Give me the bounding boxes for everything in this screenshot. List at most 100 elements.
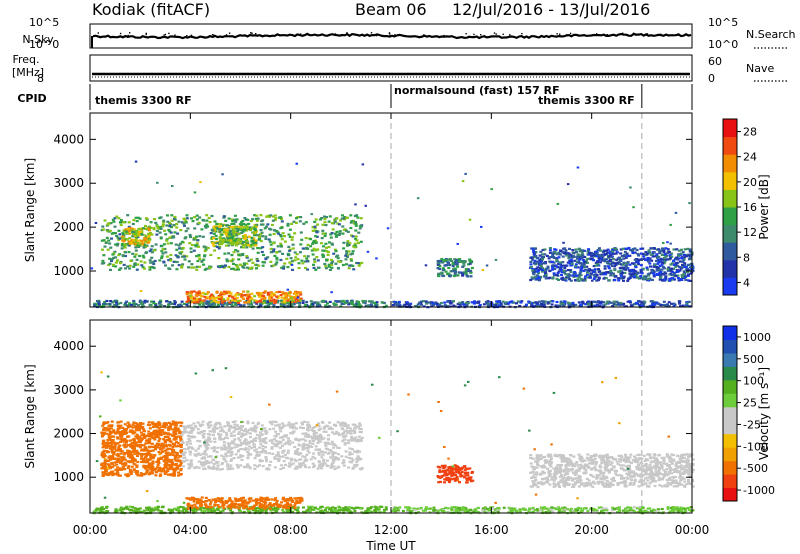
velocity-echo-cell	[154, 471, 158, 474]
velocity-echo-cell	[121, 458, 125, 461]
velocity-echo-cell	[192, 500, 196, 503]
power-echo-cell	[560, 264, 564, 267]
power-echo-cell	[260, 250, 264, 254]
power-echo-cell	[573, 259, 577, 262]
power-echo-cell	[464, 270, 468, 273]
power-echo-cell	[245, 225, 249, 228]
power-echo-cell	[662, 256, 666, 259]
power-echo-cell	[688, 254, 692, 257]
power-echo-cell	[673, 278, 676, 281]
power-echo-cell	[596, 248, 600, 252]
velocity-echo-cell	[364, 510, 368, 513]
velocity-echo-cell	[267, 503, 271, 506]
velocity-echo-cell	[157, 439, 161, 442]
power-echo-cell	[351, 264, 355, 267]
velocity-echo-cell	[178, 459, 182, 462]
power-echo-cell	[208, 297, 212, 301]
power-echo-cell	[145, 217, 149, 220]
power-echo-cell	[632, 268, 636, 271]
velocity-echo-cell	[110, 435, 114, 438]
power-echo-cell	[186, 305, 190, 308]
velocity-echo-cell	[173, 451, 177, 454]
power-echo-cell	[121, 235, 125, 238]
power-echo-cell	[238, 242, 242, 245]
power-echo-cell	[202, 258, 206, 261]
power-echo-cell	[205, 302, 209, 305]
velocity-echo-cell	[100, 435, 104, 438]
power-echo-cell	[658, 278, 662, 281]
velocity-echo-cell	[165, 454, 169, 457]
velocity-echo-cell	[204, 500, 208, 503]
power-echo-cell	[323, 215, 326, 218]
power-echo-cell	[135, 220, 139, 223]
velocity-echo-cell	[174, 455, 178, 458]
power-echo-cell	[330, 242, 334, 245]
power-echo-cell	[247, 300, 251, 303]
power-echo-cell	[444, 270, 448, 273]
power-echo-cell	[569, 264, 573, 267]
power-echo-cell	[268, 240, 272, 243]
velocity-echo-cell	[110, 462, 114, 465]
power-echo-cell	[274, 263, 278, 266]
velocity-echo-cell	[156, 458, 160, 462]
power-echo-cell	[532, 253, 536, 256]
velocity-echo-cell	[176, 456, 180, 459]
power-echo-cell	[263, 299, 266, 302]
power-echo-cell	[668, 279, 672, 282]
power-echo-cell	[135, 230, 139, 233]
velocity-echo-cell	[147, 430, 151, 433]
power-echo-cell	[534, 275, 538, 278]
power-echo-cell	[141, 254, 145, 257]
power-echo-cell	[324, 304, 328, 307]
power-echo-cell	[652, 251, 656, 254]
power-echo-cell	[153, 259, 157, 263]
power-echo-cell	[279, 294, 283, 297]
power-echo-cell	[111, 253, 115, 256]
power-echo-cell	[688, 279, 692, 282]
power-speckle	[669, 223, 672, 226]
velocity-echo-cell	[141, 473, 145, 476]
power-echo-cell	[278, 290, 281, 293]
velocity-echo-cell	[106, 438, 110, 441]
power-echo-cell	[219, 297, 223, 300]
power-echo-cell	[129, 304, 133, 307]
velocity-echo-cell	[156, 424, 160, 427]
power-echo-cell	[163, 305, 167, 308]
power-speckle	[174, 254, 178, 257]
power-echo-cell	[280, 299, 284, 302]
power-echo-cell	[462, 303, 466, 306]
power-echo-cell	[532, 249, 536, 252]
power-echo-cell	[505, 301, 508, 304]
velocity-echo-cell	[144, 456, 147, 459]
power-echo-cell	[299, 297, 303, 300]
velocity-echo-cell	[113, 441, 117, 444]
power-echo-cell	[356, 216, 360, 219]
velocity-echo-cell	[214, 498, 217, 501]
power-speckle	[456, 242, 459, 245]
velocity-echo-cell	[145, 434, 148, 437]
power-echo-cell	[559, 268, 563, 271]
power-echo-cell	[578, 305, 582, 308]
power-echo-cell	[642, 277, 646, 280]
power-echo-cell	[224, 264, 227, 267]
power-echo-cell	[144, 224, 147, 228]
power-colorbar-label: 4	[743, 276, 750, 289]
power-echo-cell	[449, 270, 453, 273]
power-echo-cell	[243, 263, 246, 266]
power-echo-cell	[397, 301, 401, 304]
power-echo-cell	[167, 304, 171, 307]
power-echo-cell	[677, 254, 680, 257]
power-echo-cell	[93, 304, 96, 307]
velocity-echo-cell	[123, 461, 127, 464]
velocity-echo-cell	[133, 463, 137, 466]
power-echo-cell	[686, 253, 690, 256]
velocity-echo-cell	[116, 421, 120, 424]
power-echo-cell	[587, 302, 591, 305]
velocity-echo-cell	[158, 466, 162, 469]
velocity-echo-cell	[199, 508, 202, 511]
power-echo-cell	[637, 259, 641, 262]
power-echo-cell	[243, 229, 247, 232]
power-echo-cell	[275, 251, 279, 254]
power-speckle	[464, 172, 467, 175]
velocity-echo-cell	[272, 503, 276, 506]
